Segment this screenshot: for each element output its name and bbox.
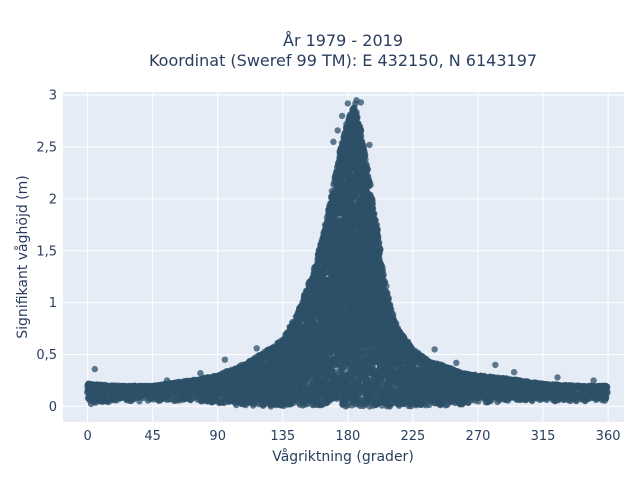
scatter-point (354, 114, 360, 120)
